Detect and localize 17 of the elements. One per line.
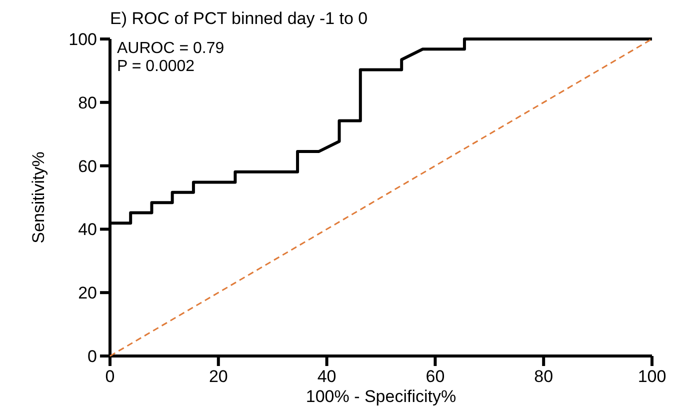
x-tick-label: 20 xyxy=(208,367,228,386)
annotation: AUROC = 0.79 xyxy=(117,40,224,57)
x-tick-label: 100 xyxy=(638,367,666,386)
y-axis-title: Sensitivity% xyxy=(29,152,48,244)
y-tick-label: 40 xyxy=(78,220,97,240)
y-tick-label: 80 xyxy=(78,93,97,112)
chart-title: E) ROC of PCT binned day -1 to 0 xyxy=(110,9,368,28)
y-tick-label: 60 xyxy=(78,156,97,176)
x-tick-label: 0 xyxy=(105,367,115,386)
x-tick-label: 80 xyxy=(534,367,554,386)
annotation: P = 0.0002 xyxy=(117,58,195,75)
y-tick-label: 0 xyxy=(88,346,97,366)
x-tick-label: 40 xyxy=(317,367,336,386)
y-tick-label: 100 xyxy=(68,30,97,49)
x-tick-label: 60 xyxy=(426,367,445,386)
x-axis-title: 100% - Specificity% xyxy=(306,387,456,406)
y-tick-label: 20 xyxy=(78,284,97,303)
